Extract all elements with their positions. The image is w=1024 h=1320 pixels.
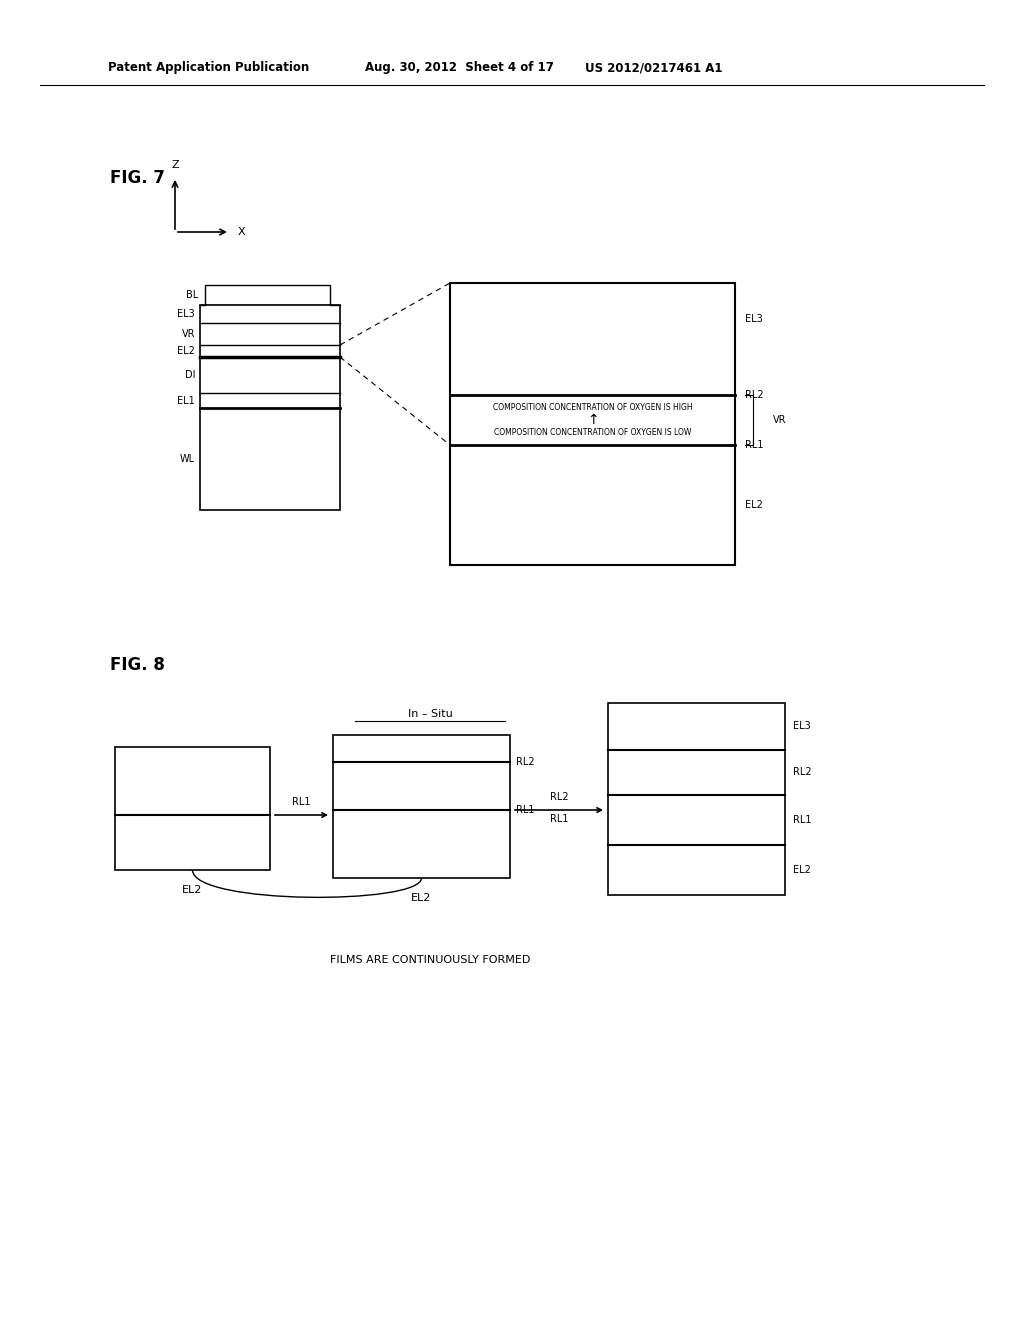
Text: EL3: EL3 [745, 314, 763, 323]
Bar [115, 747, 270, 870]
Text: RL1: RL1 [550, 814, 568, 824]
Text: RL2: RL2 [516, 756, 535, 767]
Text: RL2: RL2 [793, 767, 812, 777]
Bar [450, 282, 735, 565]
Text: EL2: EL2 [745, 500, 763, 510]
Text: COMPOSITION CONCENTRATION OF OXYGEN IS HIGH: COMPOSITION CONCENTRATION OF OXYGEN IS H… [493, 403, 692, 412]
Text: Z: Z [171, 160, 179, 170]
Text: ↑: ↑ [587, 413, 598, 426]
Text: RL2: RL2 [550, 792, 568, 803]
Text: RL2: RL2 [745, 389, 764, 400]
Text: VR: VR [181, 329, 195, 339]
Text: BL: BL [185, 290, 198, 300]
Bar [608, 704, 785, 895]
Text: US 2012/0217461 A1: US 2012/0217461 A1 [585, 62, 723, 74]
Text: EL3: EL3 [177, 309, 195, 319]
Text: VR: VR [773, 414, 786, 425]
Text: EL1: EL1 [177, 396, 195, 405]
Text: RL1: RL1 [516, 805, 535, 814]
Text: WL: WL [180, 454, 195, 465]
Text: Patent Application Publication: Patent Application Publication [108, 62, 309, 74]
Text: EL2: EL2 [412, 894, 432, 903]
Bar [205, 285, 330, 305]
Text: RL1: RL1 [745, 440, 764, 450]
Text: RL1: RL1 [292, 797, 310, 807]
Text: X: X [238, 227, 246, 238]
Text: FILMS ARE CONTINUOUSLY FORMED: FILMS ARE CONTINUOUSLY FORMED [330, 954, 530, 965]
Text: FIG. 8: FIG. 8 [110, 656, 165, 675]
Text: EL3: EL3 [793, 721, 811, 731]
Text: EL2: EL2 [182, 884, 203, 895]
Text: FIG. 7: FIG. 7 [110, 169, 165, 187]
Text: In – Situ: In – Situ [408, 709, 453, 719]
Text: COMPOSITION CONCENTRATION OF OXYGEN IS LOW: COMPOSITION CONCENTRATION OF OXYGEN IS L… [494, 428, 691, 437]
Text: Aug. 30, 2012  Sheet 4 of 17: Aug. 30, 2012 Sheet 4 of 17 [365, 62, 554, 74]
Bar [333, 735, 510, 878]
Bar [200, 305, 340, 510]
Text: EL2: EL2 [177, 346, 195, 356]
Text: RL1: RL1 [793, 814, 811, 825]
Text: EL2: EL2 [793, 865, 811, 875]
Text: DI: DI [184, 370, 195, 380]
